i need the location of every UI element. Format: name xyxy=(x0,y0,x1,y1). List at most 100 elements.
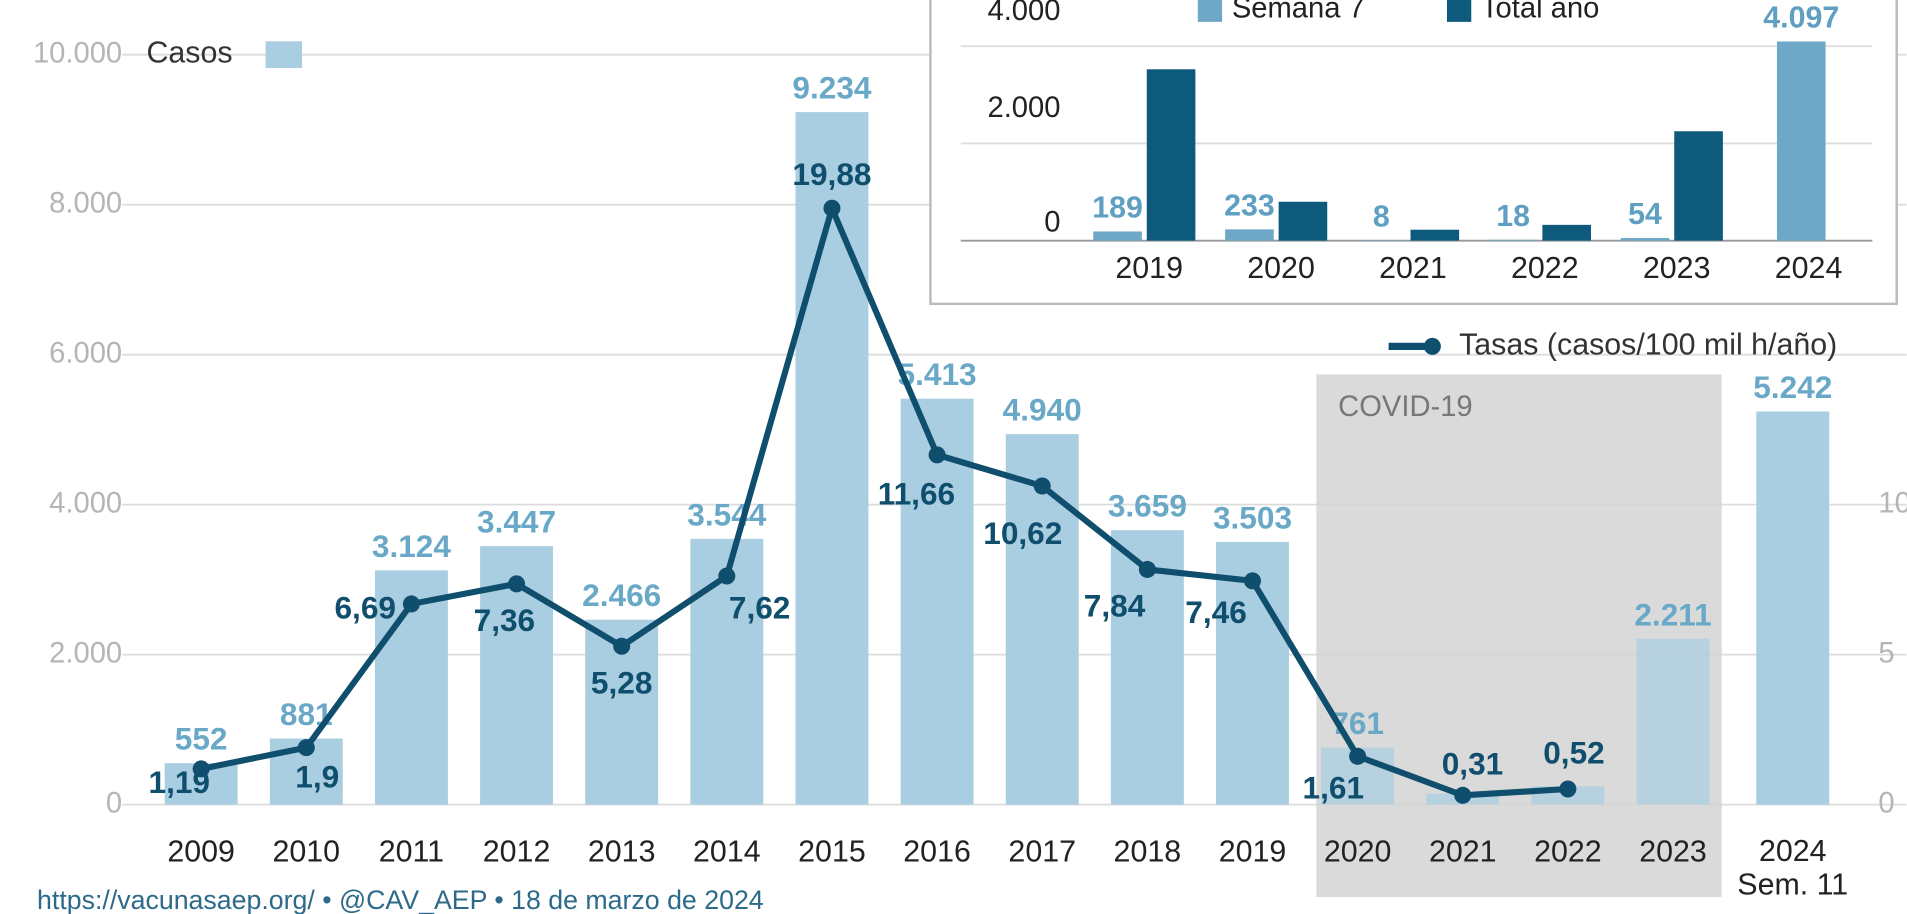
bar-value-label: 2.466 xyxy=(582,577,661,613)
rate-point xyxy=(192,760,210,778)
rate-point xyxy=(613,637,631,655)
x-tick-label: 2011 xyxy=(379,834,444,868)
x-tick-label: 2021 xyxy=(1429,834,1497,868)
inset-value-label: 189 xyxy=(1092,191,1143,225)
annotation: COVID-19 xyxy=(1338,391,1472,423)
rate-point xyxy=(1033,477,1051,495)
x-tick-label: 2012 xyxy=(483,834,551,868)
bar-value-label: 3.503 xyxy=(1213,499,1292,535)
x-tick-label: 2017 xyxy=(1008,834,1076,868)
inset-bar xyxy=(1542,224,1591,241)
inset-bar xyxy=(1620,238,1670,241)
inset-x-tick-label: 2022 xyxy=(1511,251,1579,285)
bar-value-label: 3.659 xyxy=(1108,488,1187,524)
inset-x-tick-label: 2019 xyxy=(1115,251,1183,285)
bar xyxy=(1756,411,1830,805)
bar-value-label: 4.940 xyxy=(1003,392,1082,428)
inset-value-label: 54 xyxy=(1628,197,1662,231)
bar-value-label: 2.211 xyxy=(1634,596,1711,632)
bar-value-label: 3.544 xyxy=(687,496,766,532)
covid-band xyxy=(1316,374,1722,897)
rate-point xyxy=(402,595,420,613)
inset-x-tick-label: 2023 xyxy=(1643,251,1711,285)
bar-value-label: 9.234 xyxy=(792,70,871,106)
inset-frame xyxy=(929,0,1898,306)
line-value-label: 5,28 xyxy=(591,664,653,700)
inset-value-label: 8 xyxy=(1373,199,1390,233)
inset-y-tick-label: 0 xyxy=(1044,206,1060,238)
x-tick-label: 2020 xyxy=(1324,834,1392,868)
inset-bar xyxy=(1410,229,1460,241)
inset-x-tick-label: 2024 xyxy=(1775,251,1843,285)
inset-bar xyxy=(1776,41,1826,241)
line-value-label: 7,62 xyxy=(729,589,791,625)
line-value-label: 10,62 xyxy=(983,515,1062,551)
x-tick-label: 2014 xyxy=(693,834,761,868)
inset-bar xyxy=(1093,231,1142,241)
inset-value-label: 18 xyxy=(1496,199,1530,233)
x-tick-label: 2016 xyxy=(903,834,971,868)
rate-point xyxy=(1243,572,1262,590)
bar xyxy=(795,112,869,805)
bar-value-label: 3.124 xyxy=(372,528,451,564)
line-value-label: 1,19 xyxy=(149,764,211,800)
bar xyxy=(1005,434,1079,805)
y2-tick-label: 0 xyxy=(1878,787,1894,819)
y-tick-label: 4.000 xyxy=(49,487,122,519)
line-value-label: 6,69 xyxy=(334,589,396,625)
inset-bar xyxy=(1488,239,1538,241)
line-value-label: 1,61 xyxy=(1303,770,1365,806)
x-tick-label: 2019 xyxy=(1219,834,1287,868)
inset-bar xyxy=(1278,201,1328,241)
x-tick-label: 2024 Sem. 11 xyxy=(1737,834,1848,901)
line-value-label: 0,52 xyxy=(1543,734,1605,770)
x-tick-label: 2010 xyxy=(272,834,340,868)
bar xyxy=(1636,638,1710,805)
rate-point xyxy=(508,575,526,593)
x-tick-label: 2023 xyxy=(1639,834,1707,868)
rate-point xyxy=(928,446,946,464)
x-tick-label: 2022 xyxy=(1534,834,1602,868)
legend-label: Tasas (casos/100 mil h/año) xyxy=(1459,327,1837,361)
bar-value-label: 3.447 xyxy=(477,504,556,540)
bar-value-label: 552 xyxy=(175,721,228,757)
rate-point xyxy=(1138,560,1156,578)
inset-bar xyxy=(1225,229,1274,241)
rate-point xyxy=(718,567,736,585)
rate-point xyxy=(1349,747,1367,765)
y-tick-label: 6.000 xyxy=(49,337,122,369)
inset-bar xyxy=(1146,69,1196,241)
inset-value-label: 233 xyxy=(1224,188,1275,222)
line-value-label: 0,31 xyxy=(1442,745,1504,781)
inset-legend-swatch xyxy=(1446,0,1472,22)
y-tick-label: 8.000 xyxy=(49,187,122,219)
rate-point xyxy=(823,199,841,217)
x-tick-label: 2009 xyxy=(167,834,235,868)
line-value-label: 19,88 xyxy=(792,156,871,192)
rate-line xyxy=(200,205,1569,799)
inset-legend-label: Total año xyxy=(1481,0,1599,24)
inset-legend-swatch xyxy=(1197,0,1223,22)
y-tick-label: 2.000 xyxy=(49,637,122,669)
y-tick-label: 10.000 xyxy=(33,37,122,69)
line-value-label: 7,46 xyxy=(1185,594,1247,630)
legend-label: Casos xyxy=(146,36,232,70)
x-tick-label: 2015 xyxy=(798,834,866,868)
rate-point xyxy=(297,739,315,757)
source: https://vacunasaep.org/ • @CAV_AEP • 18 … xyxy=(37,885,764,914)
x-tick-label: 2018 xyxy=(1114,834,1182,868)
rate-point xyxy=(1454,786,1472,804)
bar xyxy=(900,398,974,805)
line-value-label: 7,84 xyxy=(1084,588,1146,624)
rate-point xyxy=(1559,780,1577,798)
inset-y-tick-label: 4.000 xyxy=(987,0,1060,27)
line-value-label: 1,9 xyxy=(295,759,339,795)
line-value-label: 11,66 xyxy=(878,476,955,512)
inset-bar xyxy=(1674,131,1723,241)
line-value-label: 7,36 xyxy=(474,602,536,638)
bar-value-label: 5.242 xyxy=(1753,369,1832,405)
inset-legend-label: Semana 7 xyxy=(1232,0,1365,24)
inset-x-tick-label: 2020 xyxy=(1247,251,1315,285)
